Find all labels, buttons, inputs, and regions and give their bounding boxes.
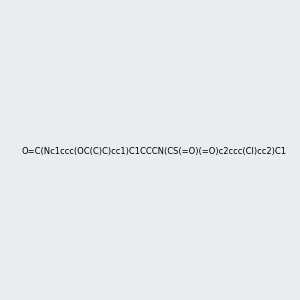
Text: O=C(Nc1ccc(OC(C)C)cc1)C1CCCN(CS(=O)(=O)c2ccc(Cl)cc2)C1: O=C(Nc1ccc(OC(C)C)cc1)C1CCCN(CS(=O)(=O)c… <box>21 147 286 156</box>
